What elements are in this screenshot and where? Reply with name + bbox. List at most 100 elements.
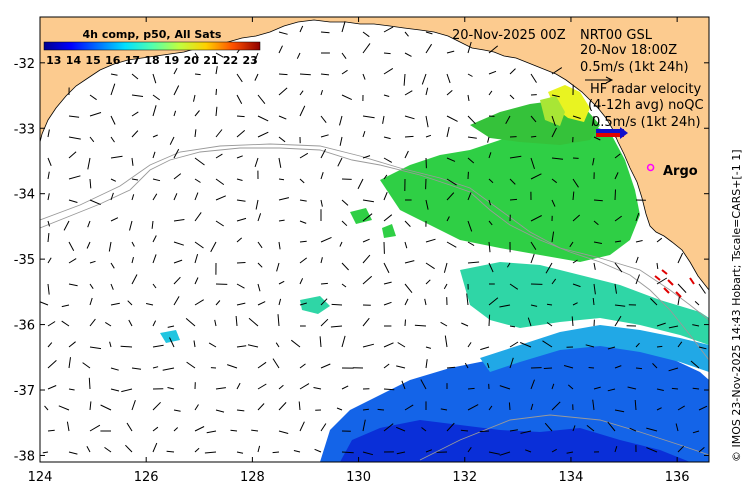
velocity-arrow [68,136,81,140]
colorbar-tick-label: 21 [203,54,218,67]
velocity-arrow [698,405,708,411]
velocity-arrow [173,67,178,75]
velocity-arrow [488,262,494,273]
velocity-arrow [299,240,307,243]
velocity-arrow [569,241,574,248]
velocity-arrow [362,130,366,138]
velocity-arrow [341,69,348,75]
velocity-arrow [551,199,556,207]
velocity-arrow [320,257,323,264]
nrt-time: 20-Nov 18:00Z [580,43,677,58]
velocity-arrow [257,131,269,138]
velocity-arrow [215,106,218,117]
velocity-arrow [272,451,280,454]
velocity-arrow [89,424,101,432]
velocity-arrow [330,325,343,328]
velocity-arrow [383,262,390,274]
velocity-arrow [551,67,563,75]
velocity-arrow [194,426,205,432]
velocity-arrow [607,346,616,350]
velocity-arrow [383,192,388,201]
velocity-arrow [467,387,475,390]
velocity-arrow [677,252,684,264]
velocity-arrow [635,212,640,222]
velocity-arrow [383,342,394,348]
velocity-arrow [572,191,575,201]
velocity-arrow [278,280,285,285]
colorbar-tick-label: 13 [46,54,61,67]
velocity-arrow [193,340,196,348]
velocity-arrow [362,408,369,411]
velocity-arrow [614,304,626,307]
velocity-arrow [572,302,578,306]
velocity-arrow [110,83,116,96]
colorbar-tick-label: 18 [144,54,159,67]
velocity-arrow [278,219,285,222]
velocity-arrow [173,219,185,222]
velocity-arrow [425,87,429,96]
velocity-arrows [40,21,708,456]
velocity-arrow [527,317,532,327]
velocity-arrow [671,387,679,390]
velocity-arrow [614,409,625,413]
velocity-arrow [255,199,259,210]
velocity-arrow [236,94,243,104]
velocity-arrow [530,173,542,180]
velocity-arrow [635,240,643,243]
velocity-arrow [173,85,180,96]
velocity-arrow [320,282,328,285]
velocity-arrow [443,262,448,273]
velocity-arrow [341,335,346,348]
velocity-arrow [551,401,561,411]
velocity-arrow [89,136,95,143]
velocity-arrow [404,52,412,57]
velocity-arrow [110,217,119,222]
velocity-arrow [131,241,135,247]
velocity-arrow [120,345,133,348]
velocity-arrow [443,283,448,290]
sst-lightgreen-coast [540,96,565,126]
velocity-arrow [68,115,80,118]
velocity-arrow [383,363,390,369]
velocity-arrow [341,451,354,454]
velocity-arrow [656,345,663,348]
velocity-arrow [543,367,553,369]
velocity-arrow [61,304,70,308]
velocity-arrow [236,382,241,390]
velocity-arrow [425,279,431,285]
velocity-arrow [530,157,535,170]
velocity-arrow [320,31,330,34]
velocity-arrow [173,276,181,285]
velocity-arrow [505,115,511,124]
velocity-arrow [131,274,138,285]
velocity-arrow [299,199,307,202]
velocity-arrow [425,262,435,270]
velocity-arrow [128,319,133,327]
velocity-arrow [299,278,304,285]
velocity-arrow [341,283,347,288]
velocity-arrow [467,261,480,264]
velocity-arrow [320,134,329,138]
velocity-arrow [89,260,96,264]
velocity-arrow [675,423,679,432]
velocity-arrow [487,136,490,143]
velocity-arrow [593,386,601,390]
velocity-arrow [194,178,201,183]
x-tick-label: 124 [28,470,53,485]
velocity-arrow [131,111,139,117]
velocity-arrow [396,451,406,455]
velocity-arrow [530,379,535,390]
velocity-arrow [236,451,244,454]
velocity-arrow [362,115,375,119]
velocity-arrow [551,231,555,243]
velocity-arrow [88,377,91,390]
velocity-arrow [193,94,196,102]
velocity-arrow [169,136,175,145]
velocity-arrow [89,112,102,117]
velocity-arrow [278,402,287,411]
velocity-arrow [635,367,643,370]
velocity-arrow [488,314,491,327]
velocity-arrow [253,52,259,65]
velocity-arrow [151,220,154,229]
velocity-arrow [362,254,371,264]
